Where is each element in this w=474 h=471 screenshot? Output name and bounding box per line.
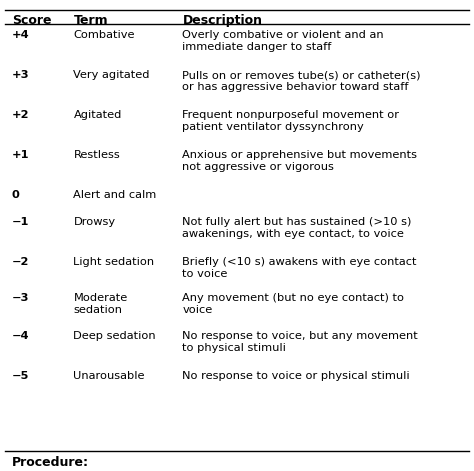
Text: +4: +4 — [12, 30, 29, 40]
Text: Description: Description — [182, 14, 263, 27]
Text: Deep sedation: Deep sedation — [73, 331, 156, 341]
Text: Moderate
sedation: Moderate sedation — [73, 293, 128, 316]
Text: Alert and calm: Alert and calm — [73, 190, 157, 200]
Text: +1: +1 — [12, 150, 29, 160]
Text: Very agitated: Very agitated — [73, 70, 150, 80]
Text: +2: +2 — [12, 110, 29, 120]
Text: Score: Score — [12, 14, 51, 27]
Text: No response to voice or physical stimuli: No response to voice or physical stimuli — [182, 371, 410, 381]
Text: Restless: Restless — [73, 150, 120, 160]
Text: Overly combative or violent and an
immediate danger to staff: Overly combative or violent and an immed… — [182, 30, 384, 52]
Text: Agitated: Agitated — [73, 110, 122, 120]
Text: Unarousable: Unarousable — [73, 371, 145, 381]
Text: −1: −1 — [12, 217, 29, 227]
Text: Combative: Combative — [73, 30, 135, 40]
Text: Light sedation: Light sedation — [73, 257, 155, 267]
Text: Not fully alert but has sustained (>10 s)
awakenings, with eye contact, to voice: Not fully alert but has sustained (>10 s… — [182, 217, 412, 239]
Text: −4: −4 — [12, 331, 29, 341]
Text: −3: −3 — [12, 293, 29, 303]
Text: Briefly (<10 s) awakens with eye contact
to voice: Briefly (<10 s) awakens with eye contact… — [182, 257, 417, 279]
Text: Drowsy: Drowsy — [73, 217, 116, 227]
Text: No response to voice, but any movement
to physical stimuli: No response to voice, but any movement t… — [182, 331, 418, 353]
Text: Term: Term — [73, 14, 108, 27]
Text: 0: 0 — [12, 190, 20, 200]
Text: Anxious or apprehensive but movements
not aggressive or vigorous: Anxious or apprehensive but movements no… — [182, 150, 418, 172]
Text: Procedure:: Procedure: — [12, 456, 89, 469]
Text: −5: −5 — [12, 371, 29, 381]
Text: Pulls on or removes tube(s) or catheter(s)
or has aggressive behavior toward sta: Pulls on or removes tube(s) or catheter(… — [182, 70, 421, 92]
Text: Frequent nonpurposeful movement or
patient ventilator dyssynchrony: Frequent nonpurposeful movement or patie… — [182, 110, 400, 132]
Text: Any movement (but no eye contact) to
voice: Any movement (but no eye contact) to voi… — [182, 293, 404, 316]
Text: +3: +3 — [12, 70, 29, 80]
Text: −2: −2 — [12, 257, 29, 267]
